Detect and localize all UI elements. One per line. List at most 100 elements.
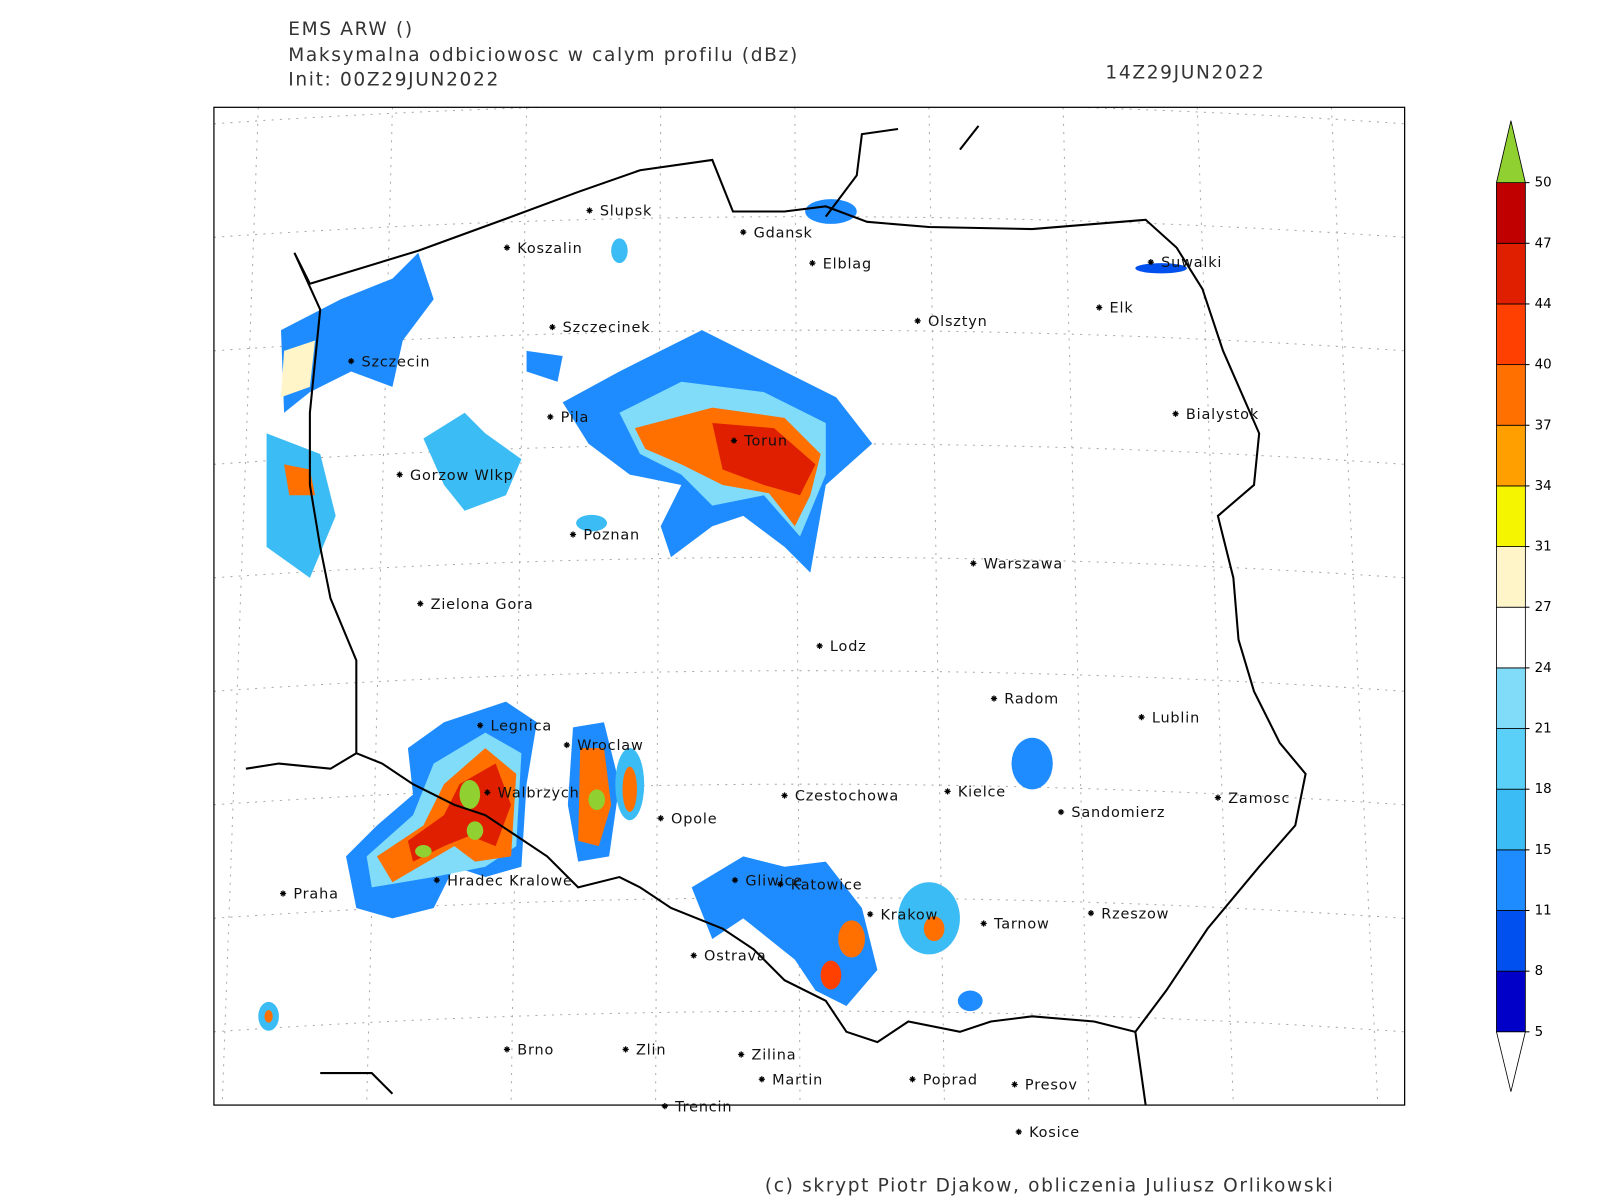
city-label: Brno [517,1043,554,1059]
colorbar-band [1496,910,1526,972]
graticule-line [213,670,1405,692]
field-title: Maksymalna odbiciowosc w calym profilu (… [288,45,799,66]
colorbar-band [1496,970,1526,1033]
city-marker [970,560,977,567]
colorbar-label: 27 [1535,600,1552,615]
city-label: Ostrava [704,949,767,965]
graticule-line [1330,107,1379,1106]
city-label: Opole [671,811,717,827]
city-label: Presov [1025,1078,1078,1094]
map-area [213,107,1405,1106]
credits: (c) skrypt Piotr Djakow, obliczenia Juli… [765,1176,1335,1197]
model-title: EMS ARW () [288,19,414,40]
city-marker [1057,808,1065,816]
city-marker [731,877,739,884]
colorbar-label: 47 [1535,236,1552,251]
colorbar-band [1496,788,1526,851]
city-label: Zamosc [1228,791,1290,807]
colorbar-over [1495,120,1526,184]
city-marker [484,789,491,796]
city-marker [1214,794,1221,801]
city-marker [417,600,424,607]
city-marker [1138,714,1145,721]
city-marker [738,1051,745,1058]
colorbar-label: 15 [1535,843,1552,858]
city-marker [944,788,951,795]
city-label: Gdansk [754,225,813,241]
city-marker [661,1103,668,1110]
city-labels: Slupsk Koszalin Gdansk Elblag Suwalki Olsztyn… [279,204,1290,1141]
city-marker [549,323,556,331]
city-label: Wroclaw [577,738,643,754]
colorbar-band [1496,242,1526,305]
city-marker [396,471,403,478]
city-label: Kielce [958,785,1006,801]
city-label: Zlin [636,1043,666,1059]
city-label: Slupsk [600,204,652,220]
colorbar-label: 8 [1535,964,1544,979]
city-marker [980,920,987,927]
graticule-line [794,107,801,1106]
city-label: Krakow [880,907,938,923]
city-marker [1172,410,1179,417]
city-label: Kosice [1029,1125,1080,1141]
city-label: Poprad [923,1072,978,1088]
colorbar-label: 18 [1535,782,1552,797]
city-marker [740,229,747,236]
city-marker [809,260,816,267]
valid-time: 14Z29JUN2022 [1105,62,1265,83]
city-label: Sandomierz [1071,805,1165,821]
colorbar-label: 44 [1535,297,1552,312]
reflectivity-field [258,199,1187,1031]
graticule-line [221,107,259,1106]
city-label: Zielona Gora [431,597,534,613]
graticule-line [213,1010,1405,1033]
city-label: Lublin [1152,710,1200,726]
city-marker [586,207,593,214]
init-time: Init: 00Z29JUN2022 [288,70,500,91]
colorbar-label: 5 [1535,1025,1544,1040]
graticule-line [366,107,393,1106]
coast [245,125,1147,1106]
city-marker [348,358,355,365]
city-label: Koszalin [517,241,582,257]
city-marker [730,437,738,444]
map-frame [213,106,1406,1106]
city-label: Trencin [674,1099,732,1115]
city-label: Gorzow Wlkp [410,468,514,484]
city-label: Praha [293,887,338,903]
colorbar-band [1496,182,1526,244]
colorbar-band [1496,667,1526,729]
city-marker [1147,258,1154,266]
city-label: Poznan [583,528,640,544]
city-marker [1011,1081,1018,1088]
city-marker [433,877,440,884]
colorbar-label: 50 [1535,176,1552,191]
city-marker [909,1076,916,1083]
city-label: Elblag [823,256,872,272]
colorbar-under [1495,1031,1526,1092]
colorbar-label: 24 [1535,661,1552,676]
city-marker [503,1046,511,1053]
city-label: Pila [561,410,590,426]
graticule-line [213,107,1405,125]
colorbar-band [1496,546,1526,608]
city-marker [781,792,788,799]
city-label: Tarnow [993,917,1050,933]
graticule-line [213,783,1405,806]
city-label: Bialystok [1186,407,1259,423]
city-label: Szczecinek [563,320,651,336]
city-label: Zilina [752,1048,797,1064]
colorbar: 5 8 11 15 18 21 24 27 31 34 37 40 44 47 50 [1495,120,1552,1092]
colorbar-label: 34 [1535,479,1552,494]
city-marker [503,244,511,251]
graticule-line [510,107,528,1106]
colorbar-label: 11 [1535,904,1552,919]
city-marker [777,881,784,888]
city-label: Rzeszow [1101,906,1169,922]
city-marker [1015,1128,1022,1135]
city-marker [816,642,823,650]
city-marker [279,890,287,897]
colorbar-label: 40 [1535,358,1552,373]
